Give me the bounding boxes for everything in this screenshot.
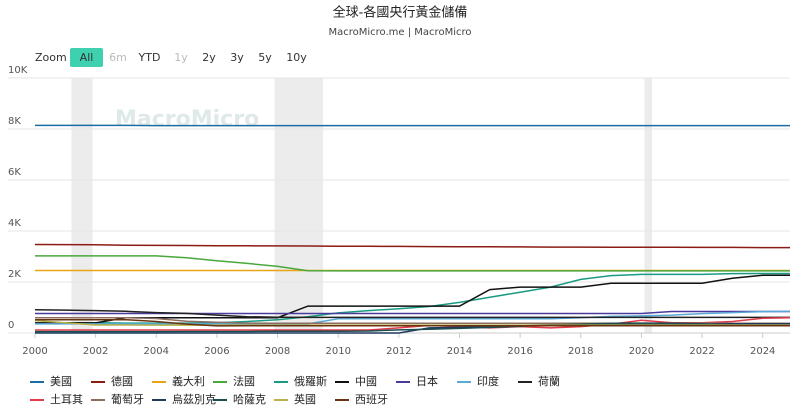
legend-label[interactable]: 法國 bbox=[233, 374, 255, 388]
y-tick-label: 8K bbox=[8, 116, 21, 127]
x-tick-label: 2024 bbox=[750, 346, 775, 357]
legend-label[interactable]: 俄羅斯 bbox=[294, 375, 327, 388]
series-line bbox=[34, 309, 790, 319]
legend-label[interactable]: 印度 bbox=[477, 374, 499, 388]
y-tick-label: 4K bbox=[8, 218, 21, 229]
series-line bbox=[35, 310, 790, 315]
x-tick-label: 2006 bbox=[204, 346, 229, 357]
x-tick-label: 2016 bbox=[507, 346, 532, 357]
legend-label[interactable]: 中國 bbox=[355, 375, 377, 388]
x-tick-label: 2002 bbox=[83, 346, 108, 357]
chart-subtitle: MacroMicro.me | MacroMicro bbox=[329, 27, 472, 38]
series-line bbox=[35, 322, 790, 333]
legend-label[interactable]: 荷蘭 bbox=[538, 375, 560, 388]
legend-label[interactable]: 德國 bbox=[111, 374, 133, 388]
legend-label[interactable]: 土耳其 bbox=[50, 393, 83, 406]
legend-label[interactable]: 哈薩克 bbox=[233, 393, 266, 406]
x-tick-label: 2020 bbox=[629, 346, 654, 357]
chart-title: 全球-各國央行黃金儲備 bbox=[333, 5, 468, 21]
series-line bbox=[35, 310, 791, 325]
x-tick-label: 2018 bbox=[568, 346, 593, 357]
series-line bbox=[35, 318, 790, 327]
y-tick-label: 6K bbox=[8, 167, 21, 178]
zoom-button[interactable]: YTD bbox=[138, 51, 161, 64]
x-tick-label: 2004 bbox=[144, 346, 169, 357]
zoom-button[interactable]: 2y bbox=[202, 51, 216, 64]
series-line bbox=[34, 272, 790, 325]
series-line bbox=[34, 243, 790, 249]
y-tick-label: 10K bbox=[8, 65, 28, 76]
legend-label[interactable]: 英國 bbox=[294, 392, 316, 406]
series-line bbox=[35, 255, 790, 272]
x-tick-label: 2014 bbox=[447, 346, 472, 357]
x-tick-label: 2012 bbox=[386, 346, 411, 357]
x-tick-label: 2000 bbox=[22, 346, 47, 357]
zoom-button[interactable]: 3y bbox=[230, 51, 244, 64]
legend-label[interactable]: 日本 bbox=[416, 374, 438, 388]
shaded-range bbox=[71, 78, 93, 333]
zoom-button[interactable]: 1y bbox=[174, 51, 188, 64]
watermark: MacroMicro bbox=[115, 107, 259, 132]
legend-label[interactable]: 葡萄牙 bbox=[111, 393, 144, 406]
y-tick-label: 2K bbox=[8, 269, 21, 280]
x-tick-label: 2022 bbox=[689, 346, 714, 357]
zoom-button[interactable]: 5y bbox=[258, 51, 272, 64]
series-line bbox=[35, 274, 790, 324]
legend-label[interactable]: 烏茲別克 bbox=[172, 392, 216, 406]
y-tick-label: 0 bbox=[8, 320, 14, 331]
x-tick-label: 2008 bbox=[265, 346, 290, 357]
zoom-button-bg bbox=[70, 48, 103, 67]
legend-label[interactable]: 美國 bbox=[50, 375, 72, 388]
x-tick-label: 2010 bbox=[325, 346, 350, 357]
shaded-range bbox=[274, 78, 324, 333]
zoom-button[interactable]: All bbox=[80, 51, 94, 64]
shaded-range bbox=[644, 78, 653, 333]
zoom-button[interactable]: 6m bbox=[109, 51, 127, 64]
zoom-label: Zoom bbox=[35, 51, 67, 64]
legend-label[interactable]: 西班牙 bbox=[355, 393, 388, 406]
zoom-button[interactable]: 10y bbox=[286, 51, 307, 64]
legend-label[interactable]: 義大利 bbox=[172, 374, 205, 388]
